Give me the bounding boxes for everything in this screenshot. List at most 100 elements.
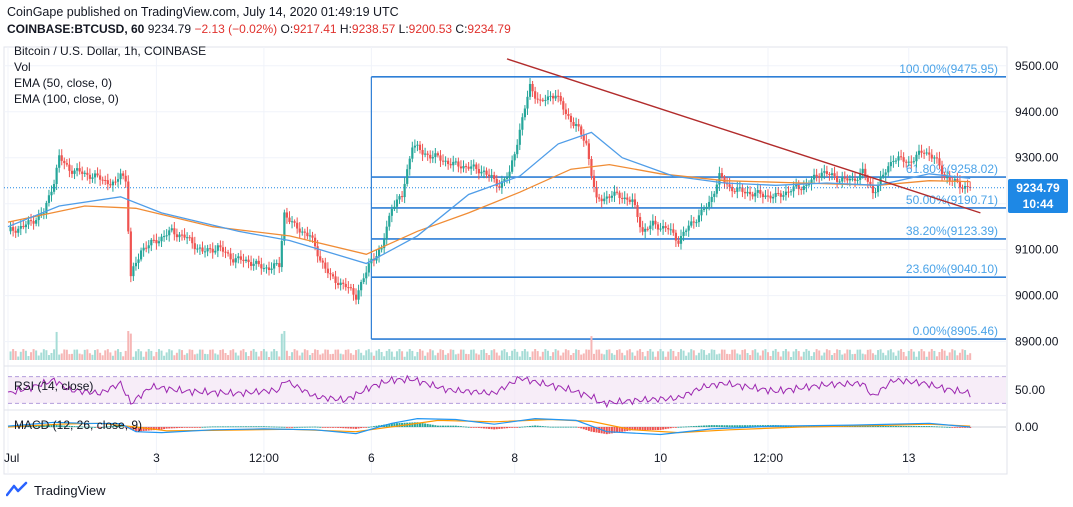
legend-ema50[interactable]: EMA (50, close, 0): [14, 76, 113, 90]
candle-body: [334, 276, 337, 283]
macd-histogram-bar: [301, 426, 304, 428]
volume-bar: [705, 354, 708, 360]
volume-bar: [186, 353, 189, 360]
macd-histogram-bar: [575, 426, 578, 428]
macd-histogram-bar: [912, 426, 915, 427]
volume-bar: [339, 353, 342, 360]
candle-body: [267, 267, 271, 271]
volume-bar: [285, 350, 288, 360]
candle-body: [234, 258, 237, 263]
candle-body: [88, 174, 91, 179]
macd-histogram-bar: [485, 427, 488, 429]
candle-body: [426, 153, 429, 155]
macd-histogram-bar: [631, 427, 634, 431]
macd-histogram-bar: [55, 425, 58, 427]
macd-histogram-bar: [531, 425, 534, 427]
candle-body: [664, 226, 667, 229]
macd-pane: [7, 417, 1006, 436]
candle-body: [539, 99, 542, 101]
macd-histogram-bar: [462, 426, 465, 428]
macd-histogram-bar: [866, 426, 869, 427]
macd-histogram-bar: [669, 427, 672, 429]
candle-body: [209, 248, 212, 250]
legend-ema100[interactable]: EMA (100, close, 0): [14, 92, 119, 106]
candle-body: [145, 247, 148, 249]
volume-bar: [680, 349, 683, 360]
volume-bar: [209, 349, 212, 360]
volume-bar: [664, 356, 667, 360]
volume-bar: [677, 351, 680, 360]
macd-histogram-bar: [554, 426, 557, 428]
volume-bar: [454, 354, 457, 360]
macd-histogram-bar: [355, 427, 358, 429]
volume-bar: [444, 354, 447, 360]
volume-bar: [104, 350, 107, 360]
candle-body: [175, 234, 178, 238]
macd-histogram-bar: [472, 427, 475, 428]
macd-histogram-bar: [861, 426, 864, 427]
candle-body: [173, 228, 176, 235]
candle-body: [795, 185, 798, 187]
candle-body: [35, 220, 38, 224]
legend-vol[interactable]: Vol: [14, 60, 31, 74]
volume-bar: [575, 349, 578, 360]
volume-bar: [792, 351, 795, 360]
macd-histogram-bar: [646, 427, 649, 431]
candle-body: [441, 160, 445, 162]
volume-bar: [403, 356, 406, 360]
volume-bar: [147, 349, 150, 360]
candle-body: [600, 198, 603, 202]
trendline[interactable]: [506, 58, 981, 214]
volume-bar: [531, 351, 534, 360]
macd-histogram-bar: [385, 424, 388, 427]
candle-body: [897, 156, 900, 161]
candle-body: [114, 181, 117, 183]
candlesticks: [4, 78, 1006, 305]
volume-bar: [280, 333, 283, 360]
legend-macd[interactable]: MACD (12, 26, close, 9): [14, 418, 143, 432]
candle-body: [805, 184, 808, 187]
candle-body: [843, 177, 846, 179]
macd-histogram-bar: [91, 426, 94, 428]
time-axis[interactable]: Jul 3 12:00 6 8 10 12:00 13: [4, 451, 916, 465]
candle-body: [229, 253, 232, 260]
candle-body: [528, 83, 532, 97]
price-axis[interactable]: 9500.009400.009300.009200.009100.009000.…: [1015, 59, 1059, 434]
candle-body: [137, 259, 140, 263]
volume-bar: [539, 356, 542, 360]
volume-bar: [590, 336, 593, 360]
fibonacci-retracement[interactable]: 100.00%(9475.95) 61.80%(9258.02) 50.00%(91…: [370, 62, 1006, 340]
candle-body: [905, 161, 908, 163]
candle-body: [439, 155, 442, 161]
candle-body: [47, 195, 51, 203]
volume-bar: [91, 354, 94, 360]
candle-body: [99, 175, 102, 180]
candle-body: [930, 154, 933, 159]
candle-body: [695, 222, 698, 224]
candle-body: [500, 181, 503, 188]
volume-bar: [718, 353, 721, 360]
candle-body: [416, 144, 419, 146]
macd-histogram-bar: [94, 426, 97, 428]
macd-histogram-bar: [444, 425, 447, 427]
candle-body: [490, 175, 493, 177]
volume-bar: [12, 349, 15, 360]
legend-rsi[interactable]: RSI (14, close): [14, 379, 94, 393]
volume-bar: [160, 350, 163, 360]
candle-body: [541, 99, 544, 101]
candle-body: [162, 236, 166, 238]
volume-bar: [495, 352, 498, 360]
volume-bar: [314, 349, 317, 360]
volume-bar: [917, 351, 920, 360]
macd-histogram-bar: [88, 426, 91, 428]
volume-bar: [805, 349, 808, 360]
macd-histogram-bar: [743, 425, 746, 427]
volume-bar: [508, 356, 511, 360]
candle-body: [754, 192, 757, 197]
volume-bar: [541, 351, 544, 360]
macd-histogram-bar: [429, 424, 432, 427]
candle-body: [122, 173, 125, 176]
candle-body: [357, 290, 360, 300]
volume-bar: [9, 351, 12, 360]
